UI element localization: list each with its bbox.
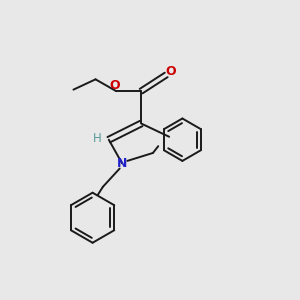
Text: H: H bbox=[93, 132, 102, 145]
Text: O: O bbox=[110, 79, 120, 92]
Text: O: O bbox=[165, 65, 176, 79]
Text: N: N bbox=[117, 157, 127, 170]
